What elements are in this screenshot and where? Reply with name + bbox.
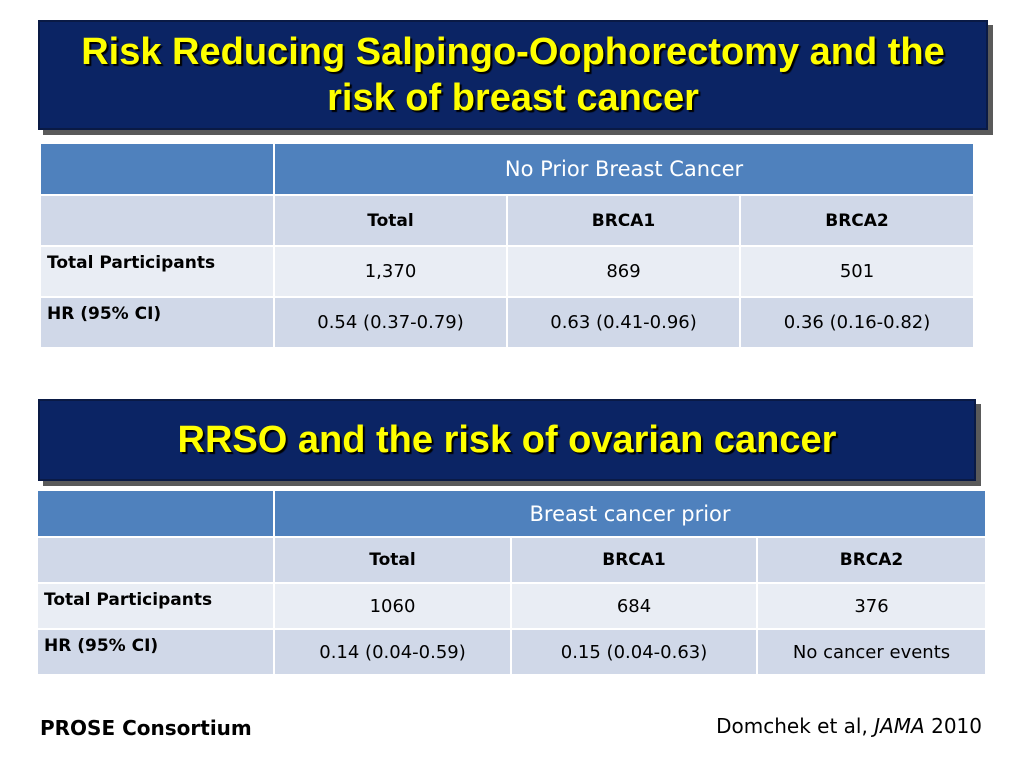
column-header-row: Total BRCA1 BRCA2 bbox=[38, 538, 988, 584]
ovarian-cancer-title: RRSO and the risk of ovarian cancer bbox=[177, 418, 837, 461]
cell-hr-brca1: 0.63 (0.41-0.96) bbox=[508, 298, 741, 349]
table-header-row: No Prior Breast Cancer bbox=[41, 144, 976, 196]
breast-cancer-title-banner: Risk Reducing Salpingo-Oophorectomy and … bbox=[38, 20, 988, 130]
empty-label-cell bbox=[38, 538, 275, 584]
breast-cancer-table: No Prior Breast Cancer Total BRCA1 BRCA2… bbox=[41, 144, 976, 349]
group-header: Breast cancer prior bbox=[275, 491, 988, 538]
cell-participants-brca2: 501 bbox=[741, 247, 976, 298]
cell-participants-total: 1060 bbox=[275, 584, 512, 630]
breast-cancer-title-line2: risk of breast cancer bbox=[327, 77, 699, 119]
citation-year: 2010 bbox=[931, 714, 982, 738]
ovarian-cancer-title-banner: RRSO and the risk of ovarian cancer bbox=[38, 399, 976, 481]
column-header-total: Total bbox=[275, 538, 512, 584]
table-row: HR (95% CI) 0.54 (0.37-0.79) 0.63 (0.41-… bbox=[41, 298, 976, 349]
column-header-row: Total BRCA1 BRCA2 bbox=[41, 196, 976, 247]
breast-cancer-title: Risk Reducing Salpingo-Oophorectomy and … bbox=[81, 29, 945, 122]
header-corner-cell bbox=[41, 144, 275, 196]
cell-participants-brca2: 376 bbox=[758, 584, 988, 630]
cell-hr-total: 0.14 (0.04-0.59) bbox=[275, 630, 512, 676]
cell-hr-brca2: No cancer events bbox=[758, 630, 988, 676]
row-label-hr: HR (95% CI) bbox=[41, 298, 275, 349]
cell-participants-total: 1,370 bbox=[275, 247, 508, 298]
cell-hr-brca1: 0.15 (0.04-0.63) bbox=[512, 630, 758, 676]
row-label-hr: HR (95% CI) bbox=[38, 630, 275, 676]
citation: Domchek et al, JAMA 2010 bbox=[716, 714, 982, 738]
citation-journal: JAMA bbox=[874, 714, 925, 738]
cell-hr-brca2: 0.36 (0.16-0.82) bbox=[741, 298, 976, 349]
group-header: No Prior Breast Cancer bbox=[275, 144, 976, 196]
table-row: HR (95% CI) 0.14 (0.04-0.59) 0.15 (0.04-… bbox=[38, 630, 988, 676]
ovarian-cancer-table: Breast cancer prior Total BRCA1 BRCA2 To… bbox=[38, 491, 988, 676]
column-header-brca1: BRCA1 bbox=[508, 196, 741, 247]
row-label-participants: Total Participants bbox=[41, 247, 275, 298]
empty-label-cell bbox=[41, 196, 275, 247]
row-label-participants: Total Participants bbox=[38, 584, 275, 630]
cell-hr-total: 0.54 (0.37-0.79) bbox=[275, 298, 508, 349]
column-header-brca2: BRCA2 bbox=[758, 538, 988, 584]
table-row: Total Participants 1060 684 376 bbox=[38, 584, 988, 630]
citation-authors: Domchek et al, bbox=[716, 714, 868, 738]
table-header-row: Breast cancer prior bbox=[38, 491, 988, 538]
cell-participants-brca1: 869 bbox=[508, 247, 741, 298]
header-corner-cell bbox=[38, 491, 275, 538]
column-header-brca1: BRCA1 bbox=[512, 538, 758, 584]
cell-participants-brca1: 684 bbox=[512, 584, 758, 630]
breast-cancer-title-line1: Risk Reducing Salpingo-Oophorectomy and … bbox=[81, 30, 945, 73]
table-row: Total Participants 1,370 869 501 bbox=[41, 247, 976, 298]
consortium-label: PROSE Consortium bbox=[40, 716, 252, 740]
column-header-brca2: BRCA2 bbox=[741, 196, 976, 247]
column-header-total: Total bbox=[275, 196, 508, 247]
